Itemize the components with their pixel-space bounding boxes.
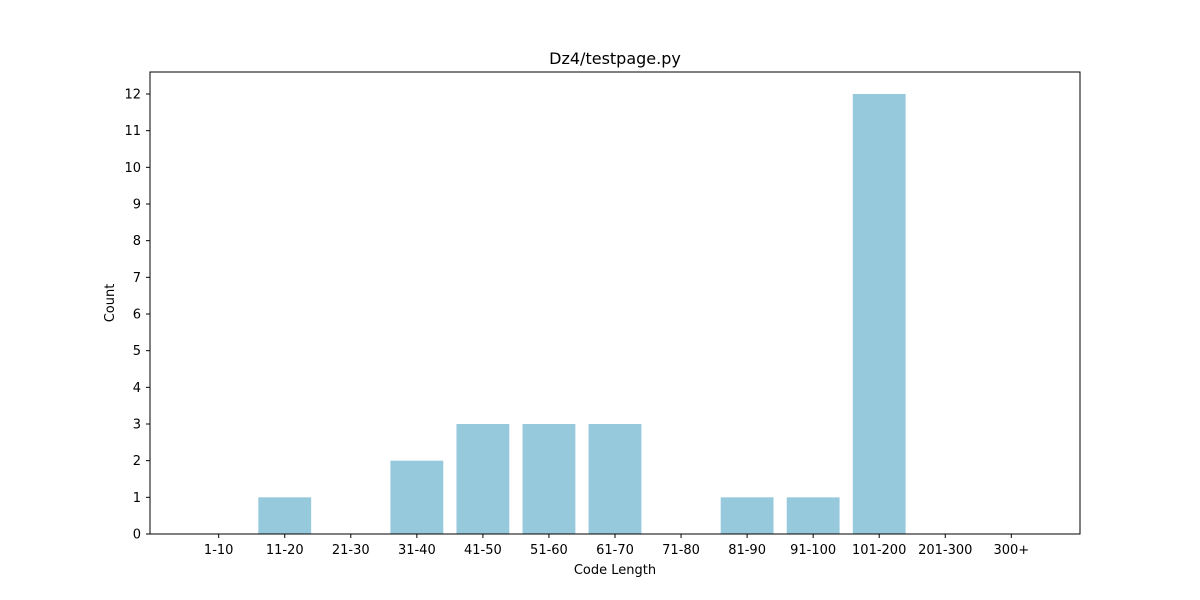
x-axis-label: Code Length (574, 563, 656, 578)
y-tick-label: 12 (124, 88, 141, 103)
x-tick-label: 61-70 (596, 543, 634, 558)
x-tick-label: 91-100 (790, 543, 836, 558)
x-tick-label: 1-10 (204, 543, 234, 558)
y-tick-label: 7 (133, 271, 141, 286)
y-tick-label: 3 (133, 418, 141, 433)
x-tick-label: 201-300 (918, 543, 972, 558)
y-tick-label: 5 (133, 344, 141, 359)
x-tick-label: 31-40 (398, 543, 436, 558)
y-tick-label: 8 (133, 234, 141, 249)
bar-81-90 (720, 497, 774, 534)
bar-51-60 (522, 424, 576, 534)
x-tick-label: 11-20 (266, 543, 304, 558)
x-axis-ticks: 1-10 11-20 21-30 31-40 41-50 51-60 61-70 71-80 8… (204, 534, 1029, 558)
bar-91-100 (786, 497, 840, 534)
bars-group (258, 94, 906, 534)
x-tick-label: 41-50 (464, 543, 502, 558)
bar-61-70 (588, 424, 642, 534)
x-tick-label: 21-30 (332, 543, 370, 558)
y-tick-label: 2 (133, 454, 141, 469)
bar-41-50 (456, 424, 510, 534)
y-tick-label: 6 (133, 308, 141, 323)
x-tick-label: 101-200 (852, 543, 906, 558)
x-tick-label: 81-90 (728, 543, 766, 558)
bar-31-40 (390, 460, 444, 534)
bar-101-200 (852, 94, 906, 534)
y-axis-label: Count (103, 284, 118, 323)
y-tick-label: 10 (124, 161, 141, 176)
y-tick-label: 11 (124, 124, 141, 139)
bar-11-20 (258, 497, 312, 534)
y-tick-label: 4 (133, 381, 141, 396)
x-tick-label: 51-60 (530, 543, 568, 558)
y-tick-label: 0 (133, 528, 141, 543)
y-tick-label: 1 (133, 491, 141, 506)
x-tick-label: 300+ (993, 543, 1029, 558)
y-tick-label: 9 (133, 198, 141, 213)
x-tick-label: 71-80 (662, 543, 700, 558)
chart-title: Dz4/testpage.py (549, 49, 681, 68)
